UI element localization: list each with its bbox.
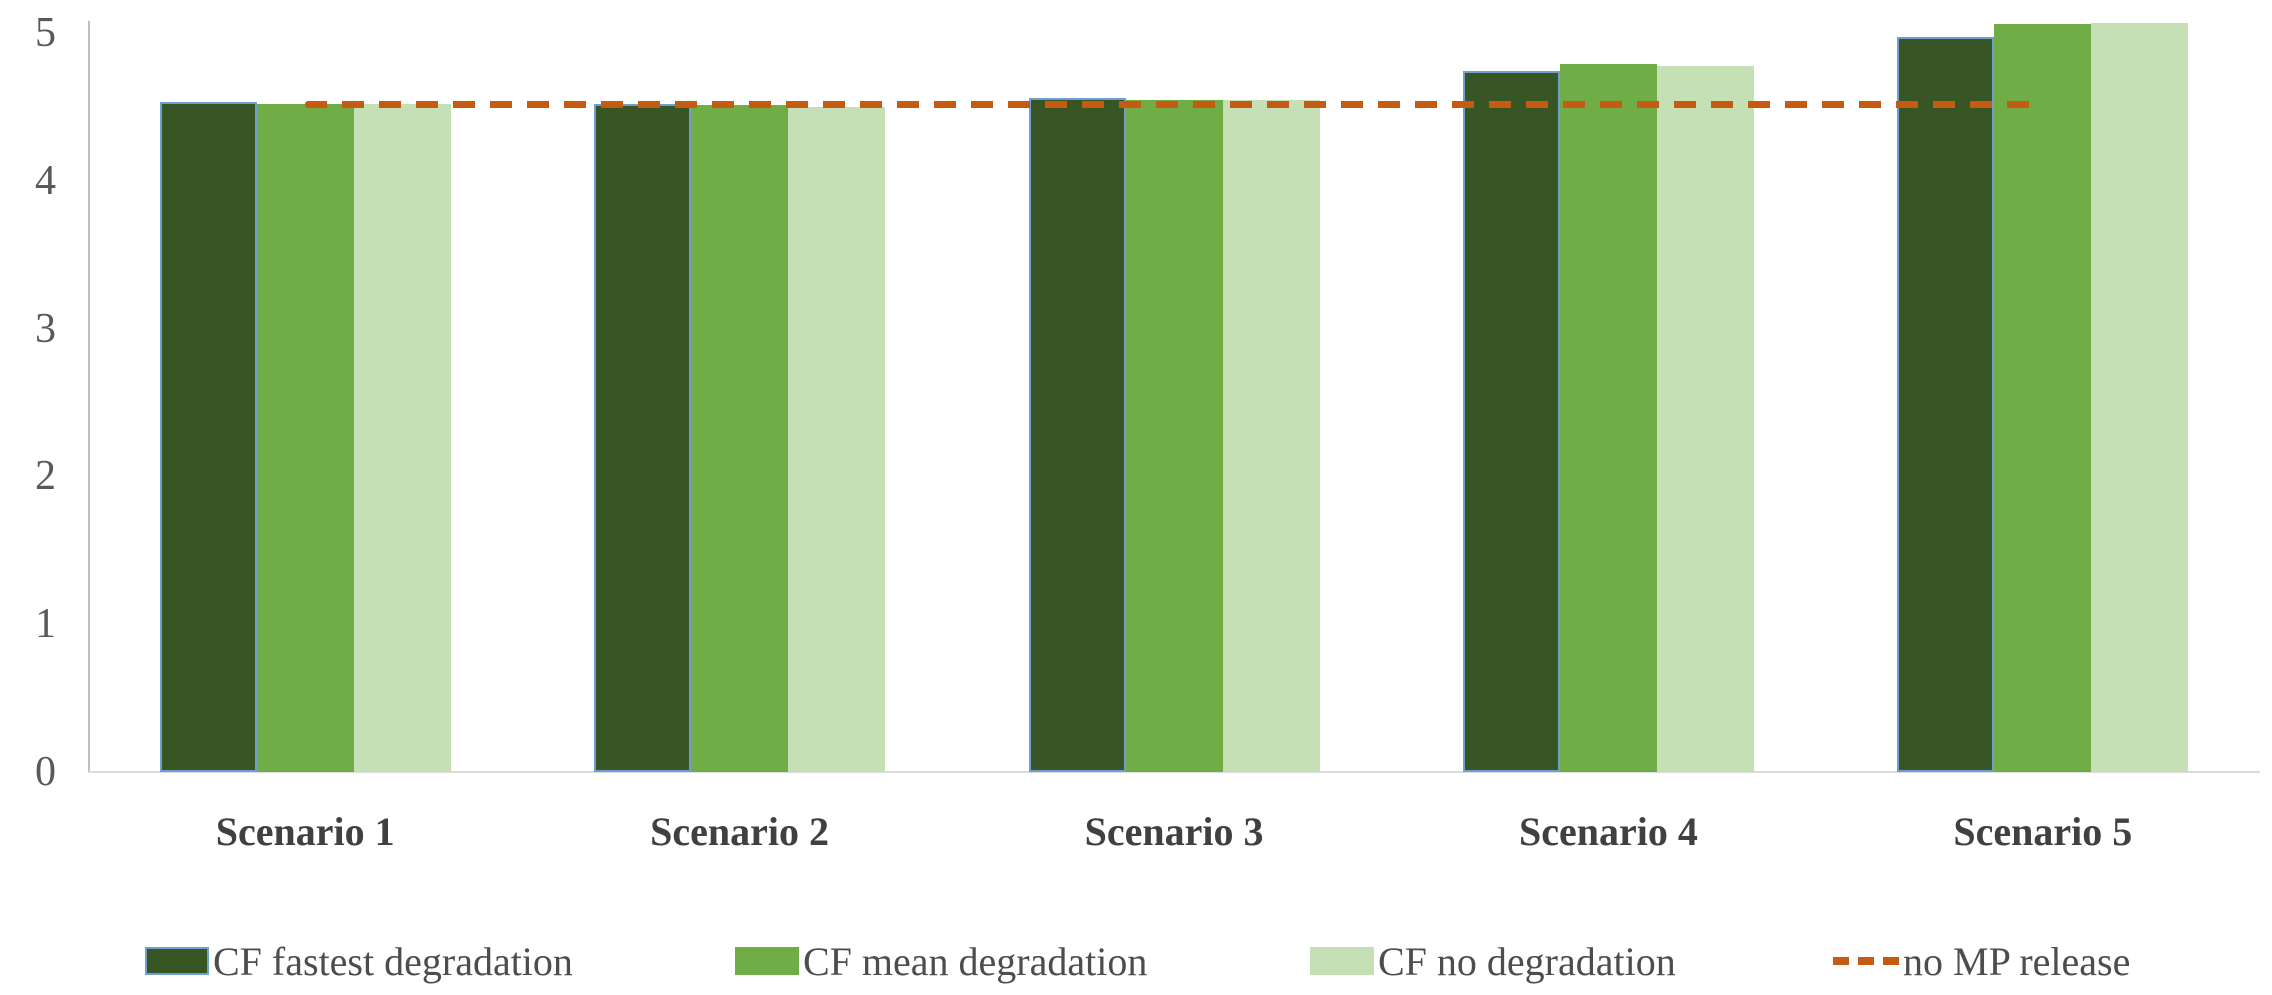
bar xyxy=(1559,64,1657,772)
legend-swatch-icon xyxy=(145,947,209,975)
category-label: Scenario 4 xyxy=(1518,809,1698,854)
bar-groups xyxy=(88,22,2260,772)
bar-group xyxy=(1826,22,2260,772)
bar-group xyxy=(957,33,1391,772)
y-tick-label: 0 xyxy=(35,749,56,795)
y-tick-label: 3 xyxy=(35,305,56,352)
bar xyxy=(256,103,354,772)
bar-group xyxy=(1391,33,1825,772)
bar-group xyxy=(522,33,956,772)
bar xyxy=(1656,65,1754,772)
y-tick-label: 2 xyxy=(35,453,56,500)
bar xyxy=(1222,99,1320,772)
bar xyxy=(2091,22,2189,772)
x-axis-category-labels: Scenario 1 Scenario 2 Scenario 3 Scenario 4… xyxy=(88,806,2260,858)
x-axis-baseline xyxy=(88,771,2260,773)
bar xyxy=(1897,37,1995,772)
bar xyxy=(594,103,692,772)
category-label: Scenario 5 xyxy=(1953,809,2133,854)
legend-label: CF fastest degradation xyxy=(213,938,573,984)
bar xyxy=(1994,24,2092,772)
chart-legend: CF fastest degradation CF mean degradatio… xyxy=(0,938,2272,984)
category-label: Scenario 2 xyxy=(650,809,830,854)
legend-label: no MP release xyxy=(1903,938,2131,984)
y-axis: 0 1 2 3 4 5 xyxy=(0,0,60,995)
bar xyxy=(1125,99,1223,772)
legend-label: CF mean degradation xyxy=(803,938,1148,984)
legend-item: no MP release xyxy=(1833,938,2130,984)
bar xyxy=(159,102,257,772)
y-tick-label: 1 xyxy=(35,601,56,648)
legend-item: CF mean degradation xyxy=(735,938,1147,984)
legend-label: CF no degradation xyxy=(1378,938,1676,984)
bar xyxy=(1462,71,1560,772)
y-tick-label: 5 xyxy=(35,10,56,56)
bar-group xyxy=(88,33,522,772)
legend-swatch-icon xyxy=(735,947,799,975)
plot-area xyxy=(88,22,2260,772)
legend-item: CF fastest degradation xyxy=(145,938,573,984)
category-label: Scenario 1 xyxy=(215,809,395,854)
legend-item: CF no degradation xyxy=(1310,938,1676,984)
y-axis-line xyxy=(88,21,90,772)
y-tick-label: 4 xyxy=(35,157,56,204)
bar xyxy=(1028,98,1126,772)
bar xyxy=(788,106,886,772)
reference-dashed-line xyxy=(305,100,2043,108)
bar xyxy=(353,103,451,772)
legend-dashed-line-icon xyxy=(1833,957,1899,965)
bar xyxy=(691,105,789,772)
legend-swatch-icon xyxy=(1310,947,1374,975)
category-label: Scenario 3 xyxy=(1084,809,1264,854)
